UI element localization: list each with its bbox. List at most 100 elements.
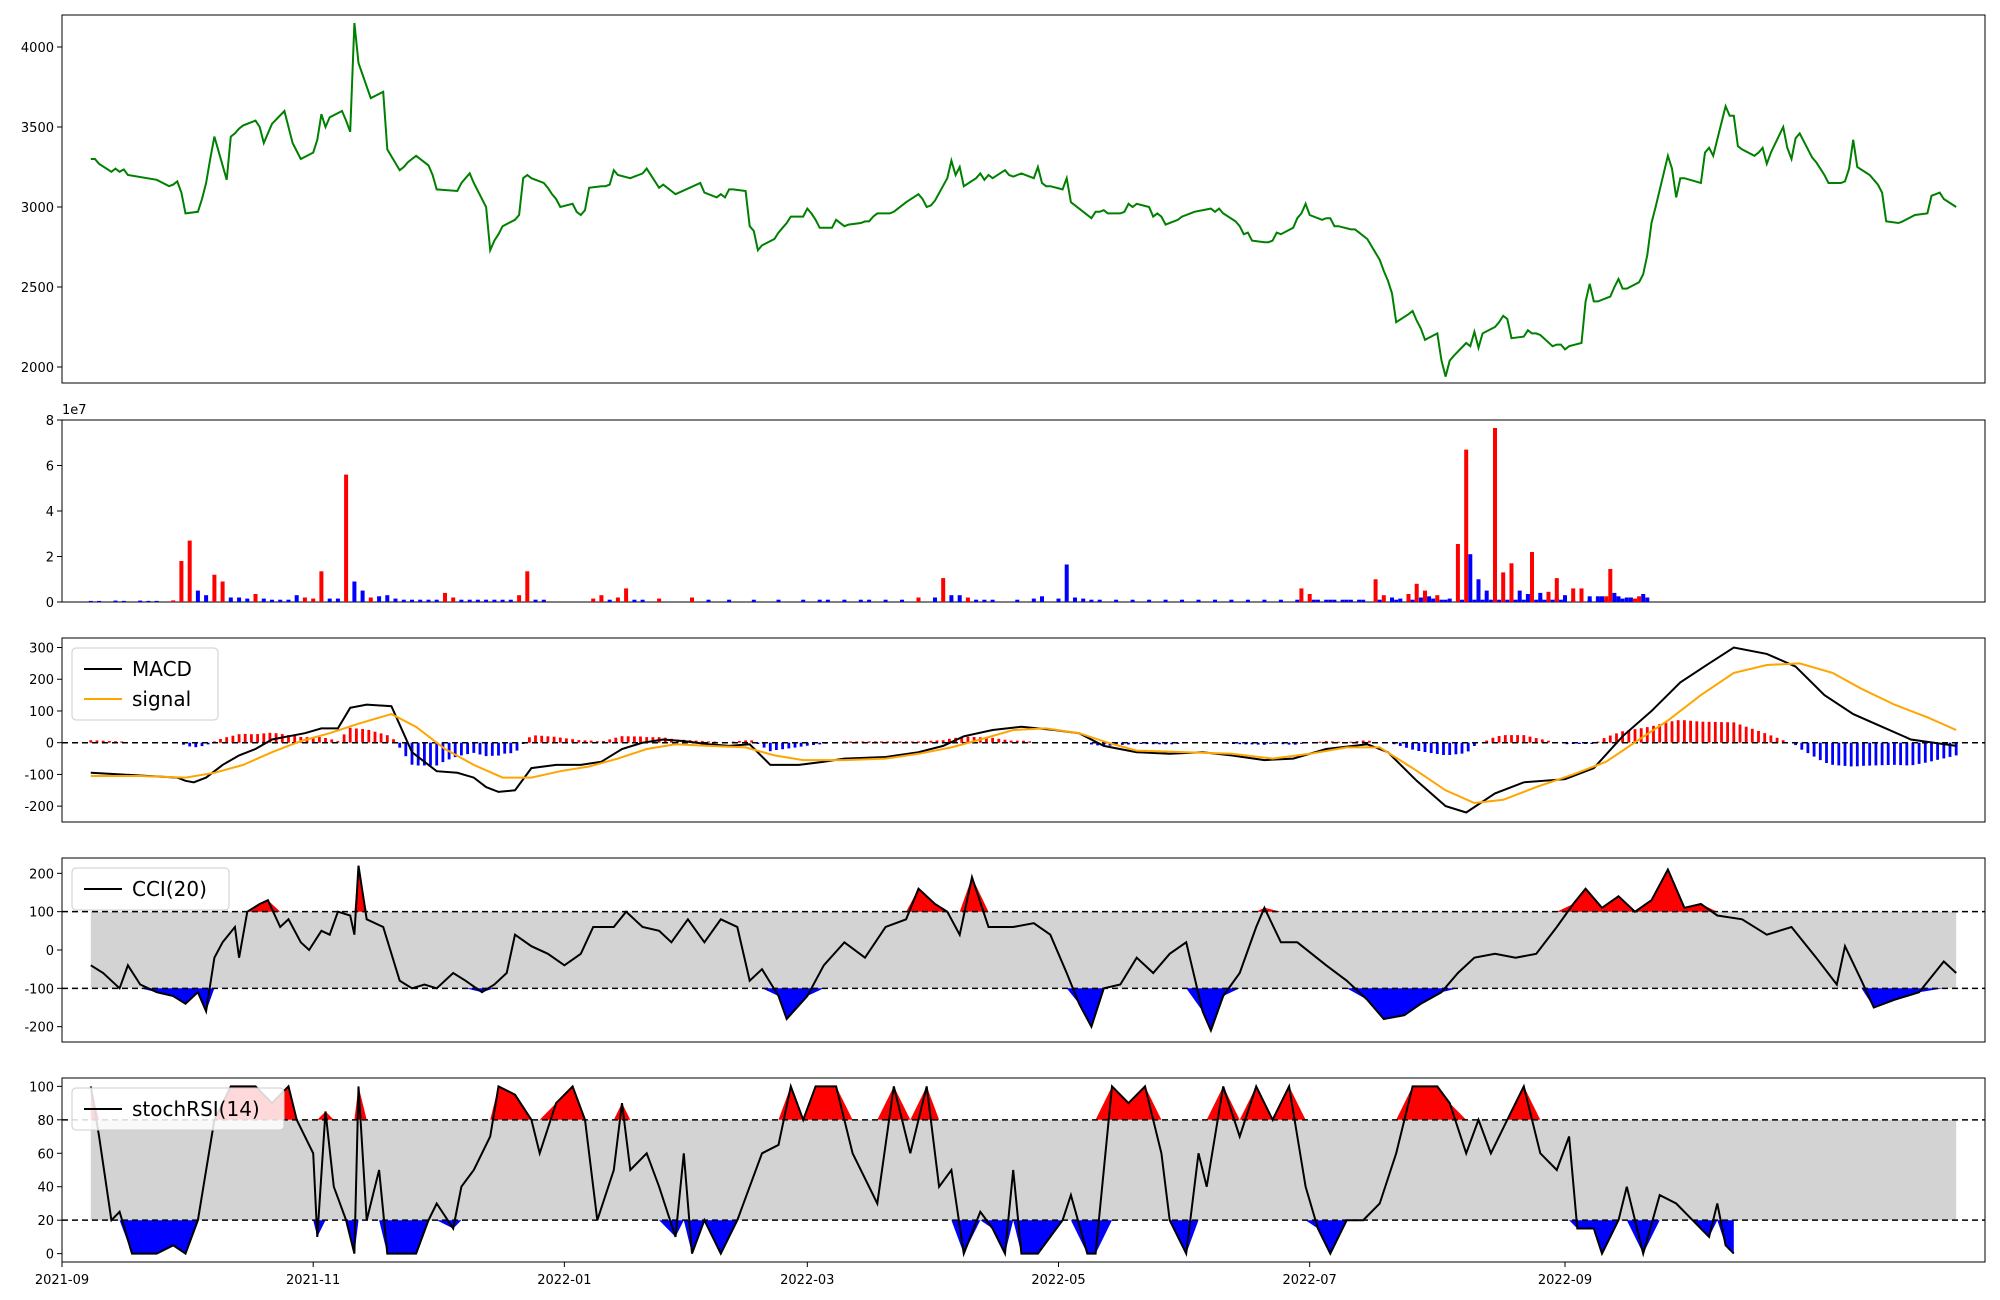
volume-bar [1468, 554, 1473, 602]
macd-histogram-bar [342, 734, 346, 743]
volume-bar [1081, 598, 1086, 602]
volume-bar [1324, 599, 1329, 602]
volume-bar [335, 598, 340, 602]
macd-histogram-bar [1269, 742, 1272, 744]
macd-histogram-bar [1744, 726, 1748, 743]
macd-histogram-bar [651, 737, 655, 743]
macd-histogram-bar [1868, 742, 1872, 766]
macd-histogram-bar [1454, 742, 1458, 755]
volume-bar [1476, 579, 1481, 603]
volume-bar [261, 598, 266, 602]
macd-histogram-bar [694, 740, 698, 743]
macd-histogram-bar [1485, 740, 1489, 743]
volume-bar [517, 595, 522, 602]
volume-bar [459, 599, 464, 602]
volume-bar [949, 595, 954, 602]
volume-bar [1377, 599, 1382, 602]
macd-histogram-bar [1930, 742, 1933, 762]
volume-bar [97, 600, 102, 602]
volume-bar [319, 571, 324, 602]
macd-histogram-bar [1491, 737, 1495, 743]
volume-bar [916, 597, 921, 602]
macd-ytick-label: 200 [29, 673, 54, 688]
volume-bar [1600, 596, 1604, 602]
volume-bar [1464, 449, 1469, 602]
macd-histogram-bar [1324, 741, 1328, 743]
macd-histogram-bar [1837, 742, 1841, 766]
macd-histogram-bar [818, 742, 822, 745]
volume-bar [1480, 599, 1485, 602]
macd-histogram-bar [120, 741, 124, 743]
macd-histogram-bar [188, 742, 192, 747]
volume-bar [138, 600, 143, 602]
macd-histogram-bar [1590, 742, 1594, 744]
volume-bar [1563, 595, 1567, 602]
volume-bar [1056, 598, 1061, 602]
macd-histogram-bar [941, 740, 945, 743]
volume-bar [1530, 552, 1534, 602]
macd-histogram-bar [1825, 742, 1828, 763]
volume-bar [434, 599, 439, 602]
macd-histogram-bar [1818, 742, 1822, 761]
volume-bar [418, 599, 423, 602]
macd-histogram-bar [1652, 725, 1655, 743]
volume-bar [1612, 592, 1617, 602]
macd-histogram-bar [1015, 740, 1019, 743]
macd-histogram-bar [1503, 735, 1507, 743]
macd-histogram-bar [441, 742, 445, 763]
macd-ytick-label: 0 [46, 737, 54, 752]
volume-bar [858, 599, 863, 602]
macd-histogram-bar [101, 740, 105, 743]
volume-bar [1229, 599, 1234, 602]
volume-bar [1501, 572, 1506, 602]
volume-bar [451, 597, 456, 602]
volume-bar [1427, 596, 1432, 602]
macd-histogram-bar [948, 738, 951, 743]
macd-histogram-bar [1923, 742, 1927, 763]
volume-bar [1431, 598, 1436, 602]
macd-histogram-bar [1578, 742, 1581, 744]
volume-offset-text: 1e7 [62, 403, 87, 418]
macd-histogram-bar [935, 740, 939, 743]
macd-histogram-bar [1615, 733, 1618, 743]
macd-histogram-bar [1855, 742, 1859, 767]
macd-histogram-bar [1732, 722, 1736, 743]
stochrsi-ytick-label: 60 [37, 1147, 54, 1162]
volume-bar [393, 598, 398, 602]
volume-bar [327, 598, 332, 602]
volume-bar [1299, 588, 1304, 602]
volume-bar [1571, 588, 1576, 602]
macd-histogram-bar [1763, 733, 1767, 743]
volume-bar [1447, 598, 1452, 602]
macd-histogram-bar [1812, 742, 1816, 757]
macd-histogram-bar [1862, 742, 1865, 766]
macd-histogram-bar [1948, 742, 1952, 757]
volume-bar [1460, 599, 1464, 602]
volume-bar [220, 581, 225, 602]
cci-legend-box [71, 867, 230, 911]
volume-bar [253, 594, 258, 602]
macd-histogram-bar [1120, 742, 1124, 745]
volume-bar [1624, 597, 1629, 602]
volume-bar [1245, 599, 1250, 602]
price-ytick-label: 2000 [21, 361, 54, 376]
volume-bar [1517, 590, 1522, 602]
volume-bar [1262, 599, 1267, 602]
macd-histogram-bar [1090, 742, 1093, 745]
volume-bar [965, 597, 970, 602]
macd-histogram-bar [1849, 742, 1853, 767]
volume-bar [883, 599, 888, 602]
macd-histogram-bar [373, 731, 377, 743]
volume-bar [591, 598, 596, 602]
volume-bar [1381, 595, 1386, 602]
x-tick-label: 2022-09 [1538, 1273, 1592, 1288]
macd-histogram-bar [1893, 742, 1896, 765]
macd-histogram-bar [1720, 722, 1723, 743]
cci-ytick-label: 100 [29, 906, 54, 921]
price-ytick-label: 3000 [21, 201, 54, 216]
volume-bar [1534, 599, 1539, 602]
x-tick-label: 2022-05 [1031, 1273, 1085, 1288]
macd-histogram-bar [385, 735, 389, 743]
volume-bar [368, 597, 373, 602]
macd-histogram-bar [1936, 742, 1939, 760]
